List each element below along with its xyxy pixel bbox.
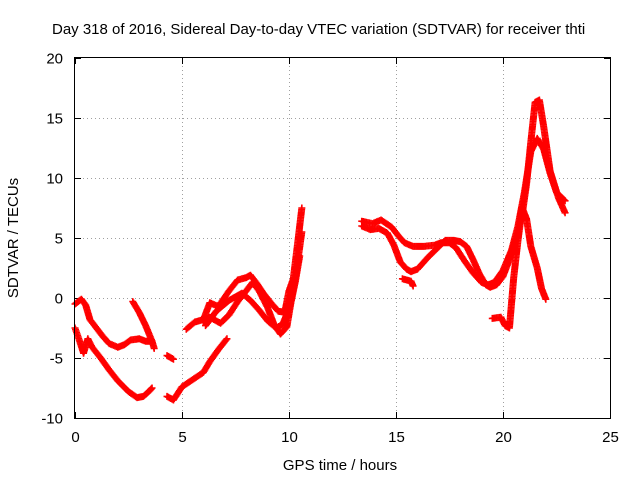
data-points [71,96,569,404]
y-axis-label: SDTVAR / TECUs [5,178,22,298]
data-point [148,384,156,392]
y-tick-label: 0 [55,291,63,308]
series-arc-12 [488,204,550,332]
x-tick-label: 20 [495,429,512,446]
series-arc-8 [202,228,306,332]
series-arc-5 [163,335,231,404]
x-tick-label: 25 [602,429,619,446]
series-arc-10 [358,96,569,291]
data-point [169,355,177,363]
series-arc-11 [398,275,417,290]
data-point [561,209,569,217]
plot-frame [74,57,611,419]
x-tick-label: 0 [71,429,79,446]
y-tick-label: 5 [55,231,63,248]
data-point [542,295,550,303]
data-point [150,344,158,352]
y-tick-label: -5 [50,351,63,368]
y-tick-label: 20 [46,51,63,68]
x-tick-label: 10 [281,429,298,446]
x-axis-label: GPS time / hours [283,457,397,474]
data-point [298,228,306,236]
series-arc-3 [129,298,158,352]
data-point [223,335,231,343]
data-point [409,282,417,290]
y-tick-label: -10 [41,411,63,428]
series-arc-2 [71,324,156,402]
y-tick-label: 15 [46,111,63,128]
data-point [298,204,306,212]
x-tick-label: 5 [178,429,186,446]
axis-ticks: 0 5 10 15 20 25 -10 -5 0 5 10 15 20 [41,51,619,447]
series-arc-4 [163,352,177,363]
chart-title: Day 318 of 2016, Sidereal Day-to-day VTE… [52,21,585,38]
y-tick-label: 10 [46,171,63,188]
x-tick-label: 15 [388,429,405,446]
data-point [222,336,230,344]
